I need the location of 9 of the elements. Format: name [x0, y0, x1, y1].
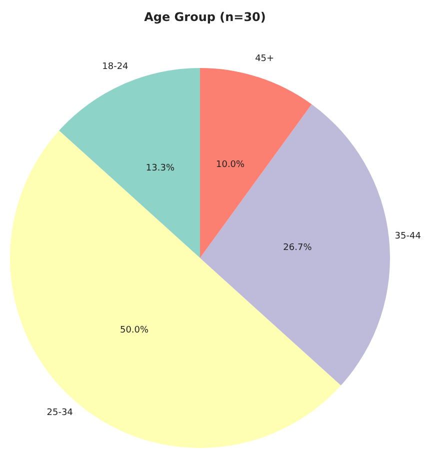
- data-label: 26.7%: [283, 242, 312, 253]
- data-label: 13.3%: [146, 163, 175, 174]
- slice-label: 25-34: [46, 408, 74, 418]
- data-label: 50.0%: [120, 326, 150, 336]
- data-label: 10.0%: [216, 160, 246, 170]
- slice-label: 35-44: [394, 231, 422, 242]
- slice-label: 45+: [255, 54, 274, 64]
- slice-label: 18-24: [102, 62, 129, 72]
- chart-title: Age Group (n=30): [144, 10, 266, 24]
